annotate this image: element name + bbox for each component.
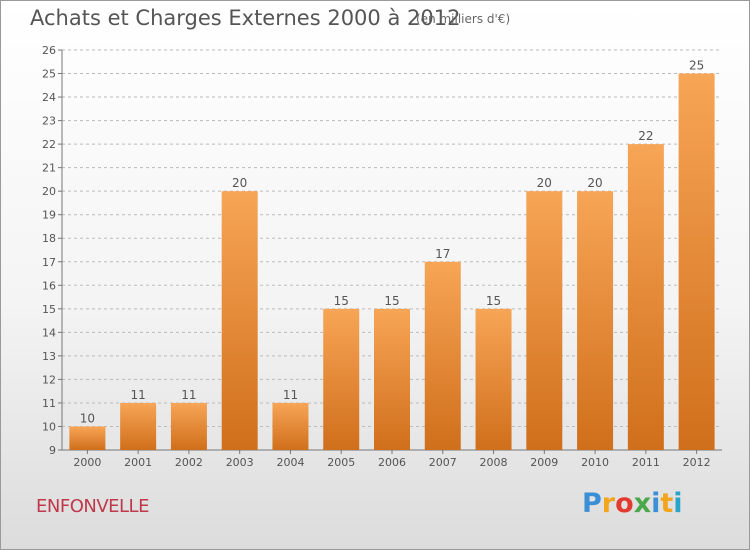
y-tick-label: 17 (42, 256, 56, 269)
x-tick-label: 2007 (429, 456, 457, 469)
y-tick-label: 25 (42, 68, 56, 81)
logo-letter: r (601, 488, 616, 519)
data-label: 11 (283, 388, 298, 402)
y-tick-label: 13 (42, 350, 56, 363)
data-label: 22 (638, 129, 653, 143)
x-tick-label: 2010 (581, 456, 609, 469)
y-tick-label: 26 (42, 44, 56, 57)
chart-subtitle: (en milliers d'€) (416, 12, 511, 26)
bar (120, 402, 157, 450)
data-label: 10 (80, 411, 95, 425)
data-label: 25 (689, 59, 704, 73)
logo-letter: i (673, 488, 683, 519)
logo-letter: o (615, 488, 634, 519)
x-tick-label: 2009 (530, 456, 558, 469)
x-tick-label: 2004 (276, 456, 304, 469)
logo-letter: t (660, 488, 674, 519)
commune-name: ENFONVELLE (36, 496, 149, 517)
bar (323, 308, 360, 450)
logo-letter: i (651, 488, 661, 519)
logo-letter: P (582, 488, 602, 519)
y-tick-label: 18 (42, 232, 56, 245)
data-label: 11 (131, 388, 146, 402)
x-tick-label: 2006 (378, 456, 406, 469)
y-tick-label: 14 (42, 326, 56, 339)
x-tick-label: 2003 (226, 456, 254, 469)
y-tick-label: 10 (42, 420, 56, 433)
x-tick-label: 2012 (683, 456, 711, 469)
bar (678, 73, 715, 450)
bar (424, 261, 461, 450)
x-tick-label: 2002 (175, 456, 203, 469)
y-tick-label: 22 (42, 138, 56, 151)
logo-letter: x (633, 488, 652, 519)
x-tick-label: 2005 (327, 456, 355, 469)
y-tick-label: 16 (42, 279, 56, 292)
bar (374, 308, 410, 450)
y-tick-label: 12 (42, 373, 56, 386)
y-tick-label: 15 (42, 303, 56, 316)
proxiti-logo[interactable]: Proxiti (582, 488, 683, 519)
data-label: 15 (486, 294, 501, 308)
chart-title: Achats et Charges Externes 2000 à 2012 (30, 6, 461, 30)
bar (69, 426, 106, 450)
bar (526, 191, 563, 451)
bar (627, 144, 664, 450)
y-tick-label: 21 (42, 162, 56, 175)
data-label: 11 (181, 388, 196, 402)
x-tick-label: 2001 (124, 456, 152, 469)
y-tick-label: 19 (42, 209, 56, 222)
data-label: 15 (334, 294, 349, 308)
data-label: 20 (232, 176, 247, 190)
data-label: 17 (435, 247, 450, 261)
data-label: 15 (384, 294, 399, 308)
y-tick-label: 23 (42, 115, 56, 128)
y-tick-label: 11 (42, 397, 56, 410)
y-tick-label: 20 (42, 185, 56, 198)
bar (221, 191, 258, 451)
y-tick-label: 24 (42, 91, 56, 104)
data-label: 20 (587, 176, 602, 190)
bar (170, 402, 207, 450)
x-tick-label: 2000 (73, 456, 101, 469)
data-label: 20 (537, 176, 552, 190)
x-tick-label: 2011 (632, 456, 660, 469)
y-tick-label: 9 (49, 444, 56, 457)
bar (272, 402, 309, 450)
bar (475, 308, 512, 450)
bar (577, 191, 614, 451)
x-tick-label: 2008 (480, 456, 508, 469)
